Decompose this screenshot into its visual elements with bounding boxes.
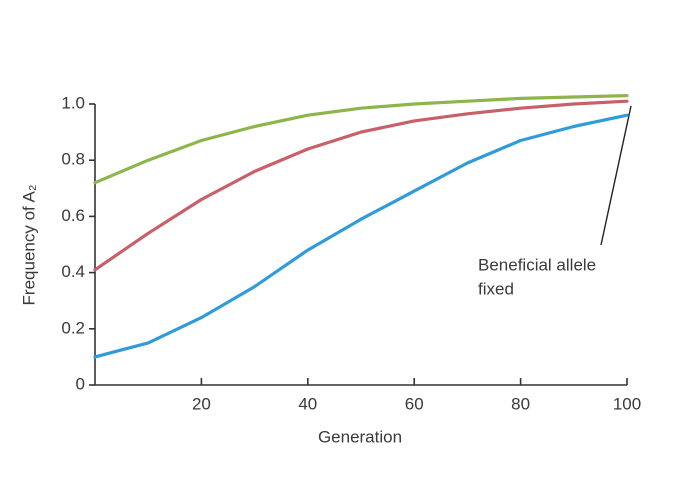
y-tick-label: 0 [76, 374, 85, 393]
y-tick-label: 0.8 [61, 150, 85, 169]
annotation-line: fixed [478, 279, 514, 298]
y-axis-title: Frequency of A₂ [19, 185, 38, 306]
series-line [93, 99, 629, 272]
series-line [93, 113, 629, 359]
series-line [93, 94, 629, 185]
y-tick-label: 0.6 [61, 206, 85, 225]
x-tick-label: 100 [613, 394, 641, 413]
x-axis-title: Generation [318, 427, 402, 446]
annotation-leader [600, 105, 632, 246]
x-tick-label: 40 [298, 394, 317, 413]
y-tick-label: 1.0 [61, 93, 85, 112]
annotation-line: Beneficial allele [478, 255, 596, 274]
x-tick-label: 60 [405, 394, 424, 413]
x-tick-label: 80 [511, 394, 530, 413]
x-tick-label: 20 [192, 394, 211, 413]
y-tick-label: 0.2 [61, 318, 85, 337]
y-tick-label: 0.4 [61, 262, 85, 281]
